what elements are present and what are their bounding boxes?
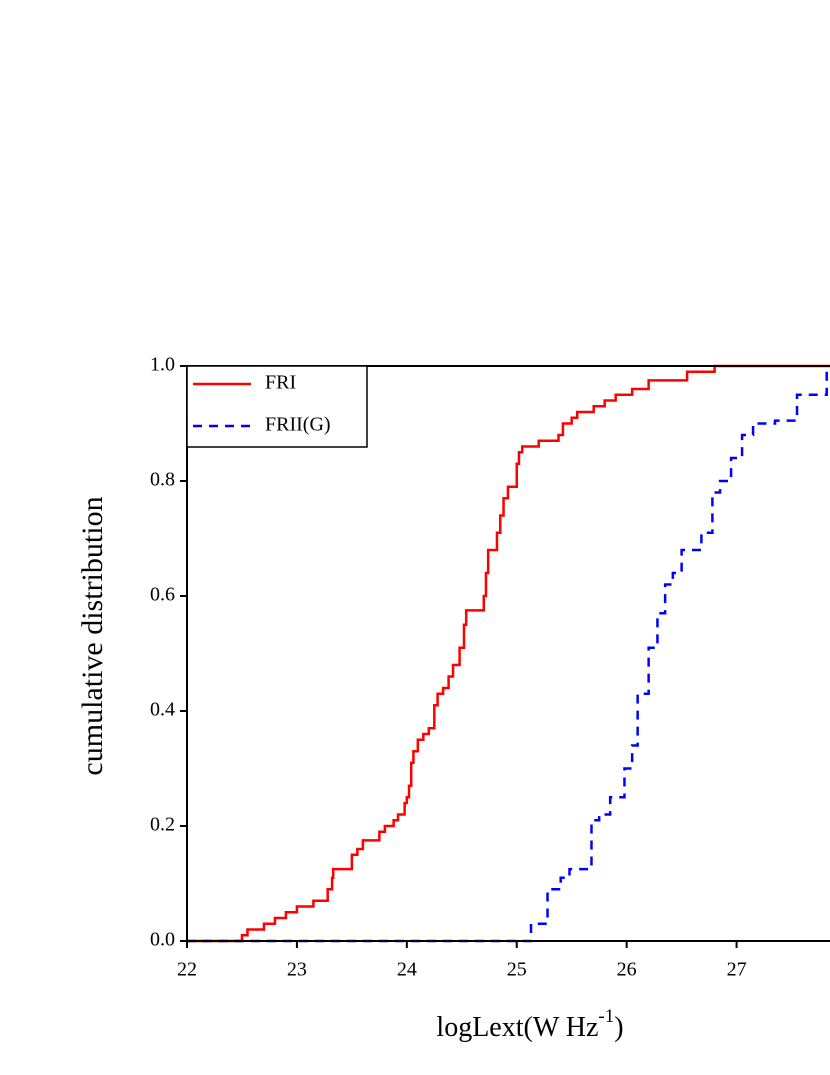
y-axis-label: cumulative distribution	[76, 496, 109, 775]
x-tick-label: 23	[287, 959, 307, 981]
x-label-main: logLext(W Hz	[436, 1012, 598, 1043]
x-axis-label: logLext(W Hz-1)	[436, 1006, 623, 1043]
y-tick-label: 0.8	[150, 469, 175, 491]
x-tick-label: 26	[617, 959, 637, 981]
legend-label: FRI	[265, 372, 296, 394]
legend-label: FRII(G)	[265, 414, 331, 436]
x-tick-label: 22	[177, 959, 197, 981]
x-label-sup: -1	[598, 1006, 614, 1027]
x-tick-label: 24	[397, 959, 417, 981]
x-tick-label: 27	[727, 959, 747, 981]
y-tick-label: 0.0	[150, 929, 175, 951]
series-line	[187, 364, 830, 943]
y-tick-label: 0.2	[150, 814, 175, 836]
y-tick-label: 0.6	[150, 584, 175, 606]
y-tick-label: 0.4	[150, 699, 175, 721]
x-label-end: )	[614, 1012, 623, 1043]
legend-box	[186, 365, 368, 448]
x-tick-label: 25	[507, 959, 527, 981]
series-line	[187, 366, 828, 943]
y-tick-label: 1.0	[150, 354, 175, 376]
